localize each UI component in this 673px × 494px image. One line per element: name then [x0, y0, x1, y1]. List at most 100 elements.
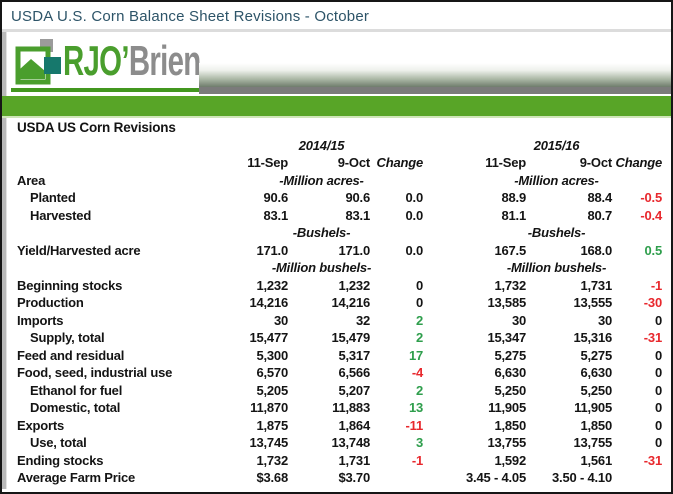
value-cell: 13,745 — [249, 435, 288, 450]
value-cell: 5,250 — [494, 382, 526, 398]
value-cell: 81.1 — [501, 207, 526, 223]
row-label: Feed and residual — [17, 347, 125, 363]
table-row: Use, total 13,745 13,748 3 13,755 13,755 0 — [8, 434, 671, 452]
value-cell: 171.0 — [338, 242, 370, 258]
change-cell: 2 — [415, 330, 423, 345]
value-cell: 11,883 — [332, 400, 370, 415]
change-cell: 0 — [654, 400, 662, 415]
value-cell: 90.6 — [345, 190, 370, 205]
change-cell: 17 — [408, 347, 423, 363]
value-cell: 5,275 — [494, 347, 526, 363]
rjobrien-logo-icon — [15, 39, 61, 85]
change-cell: -4 — [411, 365, 423, 380]
row-label: Exports — [17, 417, 65, 433]
value-cell: 90.6 — [263, 190, 288, 205]
rjobrien-logo-text: RJO’Brien — [63, 36, 201, 86]
table-row: Area -Million acres- -Million acres- — [8, 172, 671, 190]
change-cell: 0.0 — [405, 242, 424, 258]
change-cell: 0.0 — [405, 207, 424, 223]
change-cell: 0 — [654, 435, 662, 450]
value-cell: 30 — [597, 312, 612, 328]
table-row: Domestic, total 11,870 11,883 13 11,905 11,90… — [8, 399, 671, 417]
unit-label: -Bushels- — [527, 225, 586, 240]
value-cell: 5,300 — [256, 347, 288, 363]
row-label: Imports — [17, 312, 64, 328]
value-cell: 3.45 - 4.05 — [466, 470, 526, 485]
value-cell: 1,592 — [494, 452, 526, 468]
value-cell: 30 — [273, 312, 288, 328]
change-cell: 3 — [415, 435, 423, 450]
year-header-row: 2014/15 2015/16 — [8, 137, 671, 155]
unit-label: -Million acres- — [514, 172, 599, 188]
value-cell: 80.7 — [587, 207, 612, 223]
change-cell: 0.5 — [644, 242, 663, 258]
value-cell: $3.70 — [338, 470, 370, 485]
table-row: -Million bushels- -Million bushels- — [8, 259, 671, 277]
value-cell: $3.68 — [256, 470, 288, 485]
value-cell: 13,585 — [487, 295, 526, 310]
row-label: Use, total — [30, 435, 87, 450]
change-cell: -0.4 — [640, 207, 662, 223]
table-row: Food, seed, industrial use 6,570 6,566 -4 6,… — [8, 364, 671, 382]
table-row: Supply, total 15,477 15,479 2 15,347 15,316 -3… — [8, 329, 671, 347]
table-row: Exports 1,875 1,864 -11 1,850 1,850 0 — [8, 417, 671, 435]
value-cell: 15,477 — [249, 330, 288, 345]
value-cell: 1,731 — [338, 452, 370, 468]
value-cell: 171.0 — [256, 242, 288, 258]
change-cell: 2 — [415, 312, 423, 328]
table-row: Production 14,216 14,216 0 13,585 13,555 -30 — [8, 294, 671, 312]
row-label — [8, 259, 220, 277]
change-cell: 0 — [415, 295, 423, 310]
col-header-9oct-2: 9-Oct — [579, 155, 612, 170]
table-row: Ethanol for fuel 5,205 5,207 2 5,250 5,250 0 — [8, 382, 671, 400]
change-cell: 0 — [415, 277, 423, 293]
change-cell: -11 — [405, 417, 424, 433]
change-cell — [370, 469, 423, 487]
change-cell: 0 — [654, 347, 662, 363]
window-title: USDA U.S. Corn Balance Sheet Revisions -… — [11, 8, 370, 25]
value-cell: 5,275 — [580, 347, 612, 363]
year-header-2014-15: 2014/15 — [298, 137, 345, 153]
unit-label: -Million bushels- — [271, 260, 372, 275]
table-row: Imports 30 32 2 30 30 0 — [8, 312, 671, 330]
value-cell: 14,216 — [331, 295, 370, 310]
value-cell: 83.1 — [263, 207, 288, 223]
table-row: Ending stocks 1,732 1,731 -1 1,592 1,561 -31 — [8, 452, 671, 470]
unit-label: -Million acres- — [279, 172, 364, 188]
value-cell: 167.5 — [494, 242, 526, 258]
value-cell: 1,850 — [580, 417, 612, 433]
value-cell: 3.50 - 4.10 — [552, 470, 612, 485]
value-cell: 6,566 — [338, 365, 370, 380]
masthead-gradient-strip — [199, 63, 671, 87]
value-cell: 15,316 — [573, 330, 612, 345]
value-cell: 13,748 — [331, 435, 370, 450]
table-rows: Area -Million acres- -Million acres- Plante… — [8, 172, 671, 487]
table-row: Average Farm Price $3.68 $3.70 3.45 - 4.05 3… — [8, 469, 671, 487]
change-cell: 2 — [415, 382, 423, 398]
value-cell: 6,630 — [580, 365, 612, 380]
value-cell: 1,731 — [580, 277, 612, 293]
value-cell: 1,232 — [256, 277, 288, 293]
row-label: Area — [17, 172, 46, 188]
row-label: Average Farm Price — [17, 470, 136, 485]
change-cell: -31 — [643, 452, 662, 468]
value-cell: 13,755 — [487, 435, 526, 450]
row-label — [8, 224, 220, 242]
table-row: Planted 90.6 90.6 0.0 88.9 88.4 -0.5 — [8, 189, 671, 207]
value-cell: 11,870 — [250, 400, 288, 415]
row-label: Harvested — [30, 207, 92, 223]
logo-text-green: RJO’ — [63, 37, 130, 84]
value-cell: 30 — [511, 312, 526, 328]
value-cell: 88.4 — [587, 190, 612, 205]
row-label: Food, seed, industrial use — [17, 365, 173, 380]
change-cell: 0 — [654, 382, 662, 398]
change-cell: -31 — [643, 330, 662, 345]
col-header-9oct-1: 9-Oct — [337, 155, 370, 170]
table-row: Yield/Harvested acre 171.0 171.0 0.0 167.5 16… — [8, 242, 671, 260]
col-header-11sep-2: 11-Sep — [485, 155, 526, 170]
change-cell — [612, 469, 662, 487]
table-row: Feed and residual 5,300 5,317 17 5,275 5,275 0 — [8, 347, 671, 365]
row-label: Yield/Harvested acre — [17, 242, 141, 258]
table-row: Beginning stocks 1,232 1,232 0 1,732 1,731 -1 — [8, 277, 671, 295]
value-cell: 32 — [355, 312, 370, 328]
